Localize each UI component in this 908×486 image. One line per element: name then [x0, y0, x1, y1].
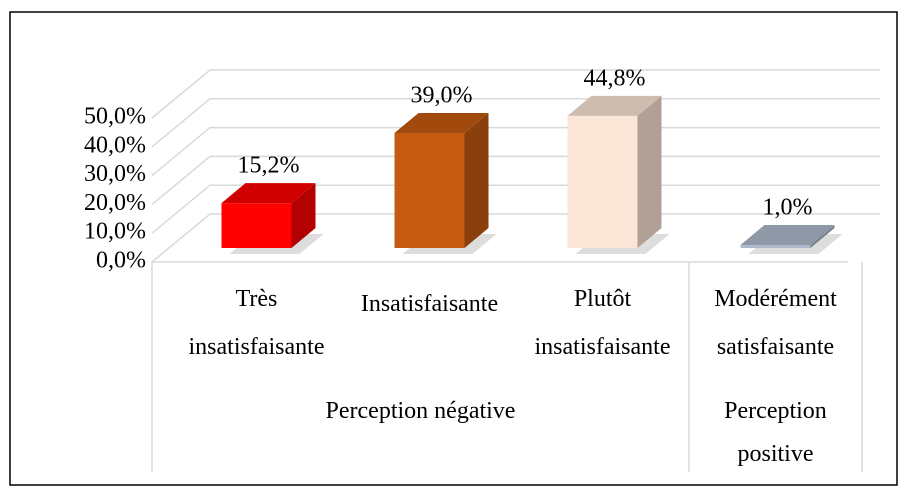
bar-top [221, 183, 316, 204]
y-tick-label: 20,0% [84, 190, 146, 216]
value-label: 44,8% [584, 65, 646, 91]
bar-front [567, 115, 638, 248]
bar-front [221, 203, 292, 248]
value-label: 39,0% [411, 82, 473, 108]
x-tick-line: insatisfaisante [189, 334, 325, 360]
x-tick-line: Modérément [714, 286, 837, 312]
bar-top [567, 95, 662, 116]
bar-side [464, 112, 489, 248]
bar-front [394, 132, 465, 248]
bar-side [637, 95, 662, 248]
x-tick-line: satisfaisante [717, 334, 834, 360]
group-line: Perception [724, 398, 827, 424]
x-tick-label: Plutôt insatisfaisante [535, 286, 671, 360]
bar-side [291, 183, 316, 248]
y-tick-label: 40,0% [84, 132, 146, 158]
x-tick-line: Très [236, 286, 278, 312]
group-label: Perception négative [326, 398, 516, 424]
bar-top [394, 112, 489, 133]
bar-front [740, 245, 811, 248]
x-tick-line: Plutôt [574, 286, 632, 312]
value-label: 1,0% [763, 195, 813, 221]
group-line: positive [738, 441, 814, 467]
bar-side [810, 225, 835, 248]
y-tick-label: 0,0% [96, 248, 146, 274]
y-tick-label: 10,0% [84, 219, 146, 245]
y-tick-label: 50,0% [84, 104, 146, 130]
x-tick-label: Insatisfaisante [361, 291, 498, 317]
x-tick-label: Très insatisfaisante [189, 286, 325, 360]
grid-line [151, 69, 880, 119]
value-label: 15,2% [238, 153, 300, 179]
x-tick-line: insatisfaisante [535, 334, 671, 360]
group-label: Perception positive [724, 398, 827, 467]
bar-top [740, 225, 835, 246]
y-tick-label: 30,0% [84, 161, 146, 187]
x-tick-label: Modérément satisfaisante [714, 286, 837, 360]
x-tick-line: Insatisfaisante [361, 291, 498, 317]
group-line: Perception négative [326, 398, 516, 424]
